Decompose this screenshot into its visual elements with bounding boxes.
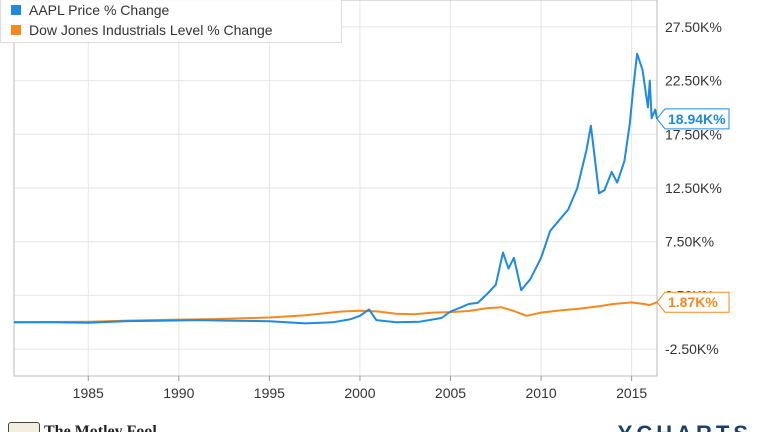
x-tick-label: 2005 <box>435 385 466 401</box>
series-line-aapl <box>14 52 658 325</box>
legend-label-dow: Dow Jones Industrials Level % Change <box>29 22 273 38</box>
legend-item-aapl[interactable]: AAPL Price % Change <box>11 0 169 20</box>
legend-swatch-aapl <box>11 5 21 15</box>
end-label-box <box>656 291 730 313</box>
x-tick-label: 2000 <box>344 385 375 401</box>
motley-fool-logo-icon <box>8 422 40 432</box>
end-value-labels: 18.94K% 1.87K% <box>656 108 730 313</box>
x-tick-label: 1990 <box>163 385 194 401</box>
end-label-aapl: 18.94K% <box>656 108 730 130</box>
x-axis: 1985 1990 1995 2000 2005 2010 2015 <box>73 376 647 401</box>
legend-swatch-dow <box>11 25 21 35</box>
footer-brand: The Motley Fool <box>44 423 157 432</box>
end-label-box <box>656 108 730 130</box>
legend-item-dow[interactable]: Dow Jones Industrials Level % Change <box>11 20 273 40</box>
y-tick-label: 22.50K% <box>665 73 722 89</box>
y-tick-label: 12.50K% <box>665 180 722 196</box>
legend: AAPL Price % Change Dow Jones Industrial… <box>0 0 342 43</box>
footer-source: YCHARTS <box>618 421 752 432</box>
series-lines <box>13 52 658 325</box>
gridlines <box>14 0 657 376</box>
plot-frame <box>13 0 658 377</box>
series-line-dow <box>13 301 658 324</box>
footer: The Motley Fool YCHARTS <box>0 412 764 432</box>
y-tick-label: -2.50K% <box>665 341 719 357</box>
end-label-text: 18.94K% <box>668 111 726 127</box>
end-label-dow: 1.87K% <box>656 291 730 313</box>
y-axis: -2.50K%2.50K%7.50K%12.50K%17.50K%22.50K%… <box>665 19 722 357</box>
y-tick-label: 17.50K% <box>665 126 722 142</box>
legend-label-aapl: AAPL Price % Change <box>29 2 170 18</box>
x-tick-label: 2015 <box>616 385 647 401</box>
x-tick-label: 1985 <box>73 385 104 401</box>
y-tick-label: 7.50K% <box>665 234 714 250</box>
x-tick-label: 2010 <box>526 385 557 401</box>
end-label-text: 1.87K% <box>668 294 718 310</box>
y-tick-label: 27.50K% <box>665 19 722 35</box>
x-tick-label: 1995 <box>254 385 285 401</box>
